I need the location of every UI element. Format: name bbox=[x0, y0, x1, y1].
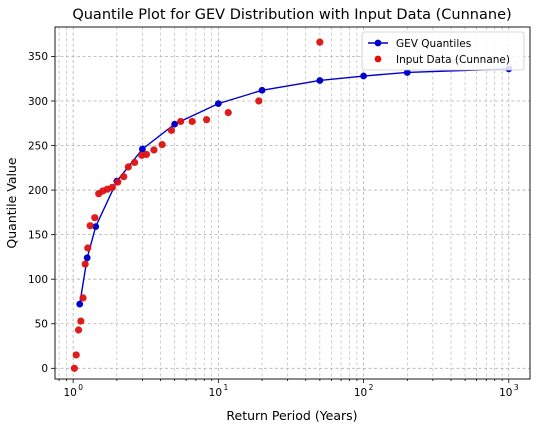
chart-title: Quantile Plot for GEV Distribution with … bbox=[72, 7, 511, 23]
legend-label: Input Data (Cunnane) bbox=[396, 54, 510, 66]
input-data-point bbox=[124, 163, 132, 171]
plot-frame bbox=[54, 26, 531, 380]
x-tick-label-exponent: 0 bbox=[78, 383, 83, 392]
x-tick-label-exponent: 3 bbox=[514, 383, 519, 392]
y-tick-label: 250 bbox=[28, 140, 48, 152]
legend-box bbox=[361, 31, 525, 71]
y-tick-label: 150 bbox=[28, 229, 48, 241]
series-layer bbox=[70, 38, 513, 372]
y-tick-label: 100 bbox=[28, 274, 48, 286]
gev-quantile-point bbox=[214, 100, 222, 108]
input-data-point bbox=[114, 178, 122, 186]
input-data-point bbox=[120, 173, 128, 181]
input-data-point bbox=[316, 38, 324, 46]
input-data-point bbox=[91, 214, 99, 222]
x-axis-label: Return Period (Years) bbox=[226, 408, 357, 423]
input-data-point bbox=[224, 108, 232, 117]
gev-quantile-point bbox=[316, 77, 324, 84]
gev-quantile-point bbox=[171, 120, 179, 128]
legend-marker-swatch bbox=[374, 55, 382, 63]
input-data-point bbox=[158, 141, 166, 149]
y-tick-label: 50 bbox=[35, 319, 48, 331]
series-gev-quantiles bbox=[76, 65, 513, 308]
x-tick-label-exponent: 1 bbox=[223, 383, 228, 392]
input-data-point bbox=[81, 260, 89, 268]
input-data-point bbox=[177, 117, 185, 126]
input-data-point bbox=[150, 146, 158, 154]
y-tick-label: 300 bbox=[28, 96, 48, 108]
input-data-point bbox=[70, 364, 78, 372]
gev-quantiles-line bbox=[79, 68, 509, 305]
input-data-point bbox=[131, 158, 139, 167]
grid bbox=[55, 27, 530, 379]
x-tick-label-exponent: 2 bbox=[369, 383, 374, 392]
input-data-point bbox=[79, 294, 87, 302]
input-data-point bbox=[108, 183, 116, 192]
input-data-point bbox=[84, 244, 92, 252]
gev-quantile-point bbox=[403, 69, 411, 76]
y-tick-label: 200 bbox=[28, 185, 48, 197]
x-tick-label: 10 bbox=[63, 387, 76, 399]
y-tick-label: 0 bbox=[41, 363, 48, 375]
gev-quantile-point bbox=[92, 223, 100, 231]
gev-quantile-point bbox=[76, 300, 84, 308]
input-data-point bbox=[86, 222, 94, 230]
series-input-data bbox=[70, 38, 324, 372]
y-tick-label: 350 bbox=[28, 51, 48, 63]
input-data-point bbox=[188, 117, 196, 126]
input-data-point bbox=[72, 351, 80, 359]
input-data-point bbox=[167, 126, 176, 134]
legend: GEV Quantiles Input Data (Cunnane) bbox=[361, 31, 525, 71]
gev-quantile-point bbox=[139, 145, 146, 153]
gev-quantile-point bbox=[258, 86, 266, 94]
legend-label: GEV Quantiles bbox=[396, 38, 471, 50]
legend-marker-swatch bbox=[374, 39, 382, 47]
x-tick-label: 10 bbox=[209, 387, 222, 399]
gev-quantile-point bbox=[360, 72, 367, 80]
input-data-point bbox=[74, 326, 83, 334]
input-data-point bbox=[142, 150, 151, 159]
input-data-point bbox=[203, 116, 211, 124]
input-data-point bbox=[77, 317, 85, 325]
input-data-point bbox=[255, 97, 263, 105]
x-tick-label: 10 bbox=[499, 387, 512, 399]
y-axis-label: Quantile Value bbox=[4, 157, 19, 248]
gev-quantile-point bbox=[83, 254, 91, 262]
x-tick-label: 10 bbox=[354, 387, 367, 399]
